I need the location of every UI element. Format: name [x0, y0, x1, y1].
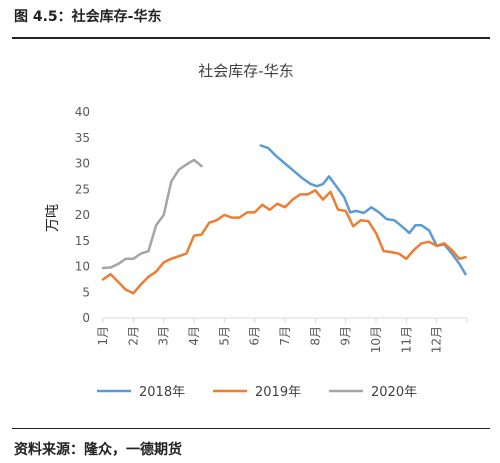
x-tick-label: 6月 [248, 326, 262, 346]
series-line-1 [259, 144, 467, 276]
y-tick-label: 20 [75, 208, 90, 222]
x-tick-label: 10月 [369, 326, 383, 353]
chart: 社会库存-华东 万吨 0 5 10 15 20 25 30 35 40 1月 2月 3月 4月 5月 6月… [45, 62, 468, 400]
y-tick-label: 5 [82, 285, 90, 299]
bottom-rule [12, 428, 490, 429]
y-tick-label: 30 [75, 157, 90, 171]
legend-label: 2018年 [139, 385, 185, 400]
y-tick-label: 15 [75, 234, 90, 248]
x-tick-label: 7月 [278, 326, 292, 346]
series-line-2 [101, 189, 467, 295]
legend-label: 2020年 [371, 385, 417, 400]
legend-label: 2019年 [255, 385, 301, 400]
x-tick-label: 2月 [126, 326, 140, 346]
chart-title: 社会库存-华东 [198, 62, 293, 80]
x-tick-label: 4月 [187, 326, 201, 346]
x-tick-label: 9月 [339, 326, 353, 346]
x-tick-label: 12月 [430, 326, 444, 353]
x-tick-label: 3月 [157, 326, 171, 346]
y-tick-label: 35 [75, 131, 90, 145]
x-tick-label: 11月 [399, 326, 413, 353]
x-tick-label: 5月 [217, 326, 231, 346]
source-note: 资料来源：隆众，一德期货 [14, 442, 182, 458]
x-tick-label: 1月 [96, 326, 110, 346]
figure-title: 图 4.5：社会库存-华东 [14, 9, 162, 25]
top-rule [12, 37, 490, 39]
y-tick-label: 25 [75, 182, 90, 196]
series-line-3 [101, 158, 203, 270]
x-tick-label: 8月 [308, 326, 322, 346]
y-tick-label: 0 [82, 311, 90, 325]
y-tick-label: 10 [75, 260, 90, 274]
y-axis-label: 万吨 [45, 204, 61, 232]
y-tick-label: 40 [75, 105, 90, 119]
